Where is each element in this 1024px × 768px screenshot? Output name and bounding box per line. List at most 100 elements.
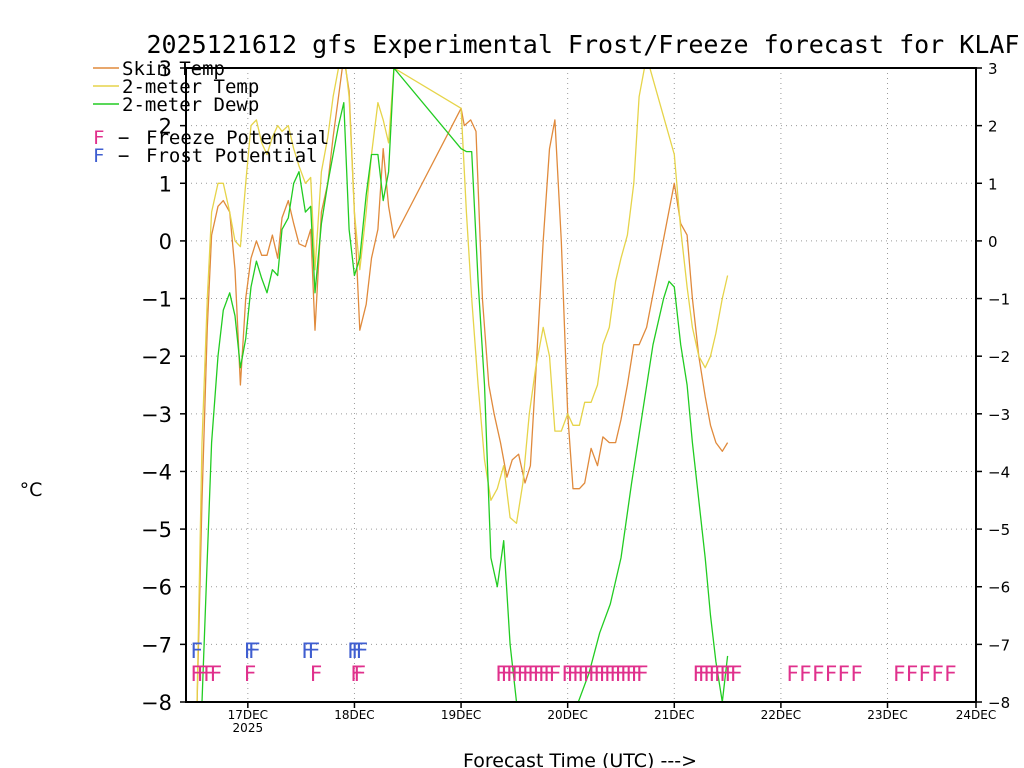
freeze-mark: F xyxy=(506,662,519,686)
y-tick-label-right: 0 xyxy=(988,233,998,251)
freeze-mark: F xyxy=(538,662,551,686)
frost-mark: F xyxy=(351,639,364,663)
freeze-mark: F xyxy=(527,662,540,686)
frost-mark: F xyxy=(244,639,257,663)
freeze-mark: F xyxy=(353,662,366,686)
y-tick-label-left: 1 xyxy=(159,172,172,196)
legend-dash: − xyxy=(118,127,129,149)
freeze-mark: F xyxy=(631,662,644,686)
freeze-mark: F xyxy=(572,662,585,686)
y-tick-label-right: −1 xyxy=(988,291,1010,309)
freeze-mark: F xyxy=(714,662,727,686)
y-tick-label-left: −4 xyxy=(141,460,172,484)
freeze-mark: F xyxy=(310,662,323,686)
y-tick-label-right: 1 xyxy=(988,175,998,193)
y-tick-label-left: −1 xyxy=(141,288,172,312)
freeze-mark: F xyxy=(244,662,257,686)
y-tick-label-left: −5 xyxy=(141,518,172,542)
y-tick-label-right: −4 xyxy=(988,463,1010,481)
y-tick-label-right: −3 xyxy=(988,406,1010,424)
freeze-mark: F xyxy=(203,662,216,686)
freeze-mark: F xyxy=(906,662,919,686)
y-tick-label-left: −2 xyxy=(141,345,172,369)
series-layer xyxy=(196,68,729,702)
y-tick-label-right: −7 xyxy=(988,636,1010,654)
frost-mark: F xyxy=(190,639,203,663)
freeze-mark: F xyxy=(698,662,711,686)
freeze-mark: F xyxy=(495,662,508,686)
frost-mark: F xyxy=(347,639,360,663)
freeze-mark: F xyxy=(604,662,617,686)
y-tick-label-right: 3 xyxy=(988,60,998,78)
y-tick-label-right: −8 xyxy=(988,694,1010,712)
x-tick-sublabel: 2025 xyxy=(233,721,264,735)
freeze-mark: F xyxy=(918,662,931,686)
x-tick-label: 19DEC xyxy=(441,708,481,722)
freeze-mark: F xyxy=(825,662,838,686)
freeze-mark: F xyxy=(799,662,812,686)
freeze-mark: F xyxy=(522,662,535,686)
legend-dash: − xyxy=(118,145,129,167)
x-axis-label: Forecast Time (UTC) ---> xyxy=(463,750,697,768)
y-tick-label-right: 2 xyxy=(988,118,998,136)
freeze-mark: F xyxy=(548,662,561,686)
y-tick-label-right: −2 xyxy=(988,348,1010,366)
y-tick-label-left: −8 xyxy=(141,691,172,715)
frost-mark: F xyxy=(308,639,321,663)
freeze-mark: F xyxy=(543,662,556,686)
freeze-mark: F xyxy=(850,662,863,686)
y-tick-label-left: −7 xyxy=(141,633,172,657)
freeze-mark: F xyxy=(583,662,596,686)
freeze-mark: F xyxy=(719,662,732,686)
y-tick-label-left: 3 xyxy=(159,57,172,81)
grid xyxy=(186,68,976,702)
y-axis: −8 −8 −7 −7 −6 −6 −5 −5 −4 −4 −3 −3 −2 −2 −1 −1 0 0 1 1 2 2 3 3 xyxy=(141,57,1010,715)
freeze-mark: F xyxy=(703,662,716,686)
x-tick-label: 17DEC xyxy=(228,708,268,722)
freeze-mark: F xyxy=(812,662,825,686)
freeze-mark: F xyxy=(636,662,649,686)
x-tick-label: 20DEC xyxy=(547,708,587,722)
frost-mark: F xyxy=(356,639,369,663)
freeze-mark: F xyxy=(190,662,203,686)
y-tick-label-right: −6 xyxy=(988,579,1010,597)
plot-frame xyxy=(185,67,977,703)
freeze-mark: F xyxy=(577,662,590,686)
freeze-mark: F xyxy=(588,662,601,686)
x-tick-label: 18DEC xyxy=(334,708,374,722)
freeze-mark: F xyxy=(567,662,580,686)
freeze-mark: F xyxy=(730,662,743,686)
y-axis-label: °C xyxy=(20,479,43,501)
legend-symbol: F xyxy=(93,145,104,167)
y-tick-label-right: −5 xyxy=(988,521,1010,539)
freeze-mark: F xyxy=(593,662,606,686)
freeze-mark: F xyxy=(944,662,957,686)
freeze-mark: F xyxy=(708,662,721,686)
freeze-mark: F xyxy=(197,662,210,686)
frost-mark: F xyxy=(301,639,314,663)
freeze-mark: F xyxy=(625,662,638,686)
freeze-mark: F xyxy=(599,662,612,686)
freeze-mark: F xyxy=(609,662,622,686)
freeze-mark: F xyxy=(532,662,545,686)
freeze-mark: F xyxy=(620,662,633,686)
legend-label: 2-meter Temp xyxy=(122,76,259,98)
y-tick-label-left: −6 xyxy=(141,576,172,600)
legend-label: Skin Temp xyxy=(122,58,225,80)
freeze-mark: F xyxy=(561,662,574,686)
y-tick-label-left: −3 xyxy=(141,403,172,427)
freeze-mark: F xyxy=(516,662,529,686)
freeze-mark: F xyxy=(893,662,906,686)
freeze-mark: F xyxy=(209,662,222,686)
x-tick-label: 21DEC xyxy=(654,708,694,722)
legend-label: Freeze Potential xyxy=(146,127,329,149)
freeze-mark: F xyxy=(501,662,514,686)
legend-label: 2-meter Dewp xyxy=(122,94,259,116)
freeze-mark: F xyxy=(837,662,850,686)
freeze-mark: F xyxy=(692,662,705,686)
freeze-mark: F xyxy=(350,662,363,686)
